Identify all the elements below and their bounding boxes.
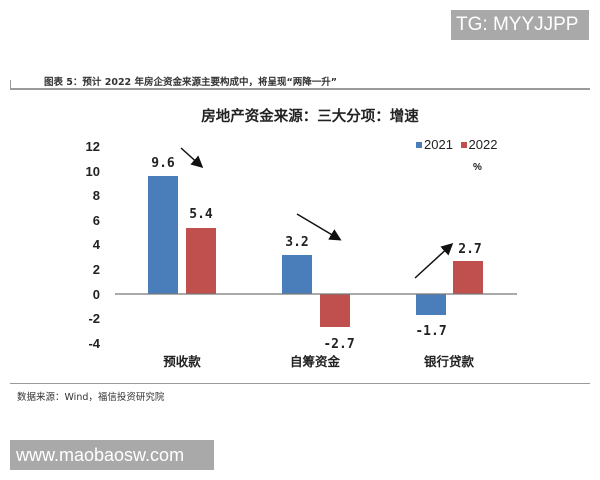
- y-tick: 4: [93, 237, 101, 252]
- caption-rule: [10, 88, 590, 90]
- bar-2022-bankloan: [453, 261, 483, 294]
- y-axis-ticks: 12 10 8 6 4 2 0 -2 -4: [86, 139, 101, 351]
- bar-2021-presale: [148, 176, 178, 294]
- y-tick: -4: [88, 336, 100, 351]
- data-label: 9.6: [151, 156, 175, 171]
- arrow-down-icon: [296, 213, 342, 241]
- legend-label-2022: 2022: [468, 137, 498, 152]
- legend-swatch-2021: [416, 141, 422, 148]
- arrow-down-icon: [180, 147, 204, 169]
- caption-rule-tick: [10, 80, 11, 89]
- bar-2022-presale: [186, 228, 216, 294]
- bar-2021-selfraised: [282, 255, 312, 294]
- legend-item-2021: 2021: [416, 137, 453, 152]
- data-label: -2.7: [323, 337, 354, 352]
- watermark-website: www.maobaosw.com: [10, 440, 214, 470]
- bar-2022-selfraised: [320, 294, 350, 327]
- category-label: 自筹资金: [290, 354, 341, 369]
- source-rule: [10, 383, 590, 384]
- y-tick: 12: [86, 139, 100, 154]
- series-2021-bars: [148, 176, 446, 315]
- y-tick: 0: [93, 287, 100, 302]
- x-axis-categories: 预收款 自筹资金 银行贷款: [163, 354, 474, 369]
- chart-title: 房地产资金来源：三大分项：增速: [201, 108, 419, 125]
- y-tick: 2: [93, 262, 100, 277]
- arrow-up-icon: [414, 242, 454, 279]
- watermark-telegram: TG: MYYJJPP: [451, 10, 589, 40]
- bar-2021-bankloan: [416, 294, 446, 315]
- data-label: 5.4: [189, 207, 213, 222]
- legend-swatch-2022: [460, 141, 467, 148]
- y-tick: 8: [93, 188, 100, 203]
- series-2022-bars: [186, 228, 483, 327]
- legend-item-2022: 2022: [460, 137, 498, 152]
- data-label: 3.2: [285, 235, 308, 250]
- y-tick: 10: [86, 164, 100, 179]
- category-label: 银行贷款: [424, 354, 475, 369]
- figure-caption: 图表 5：预计 2022 年房企资金来源主要构成中，将呈现“两降一升”: [44, 77, 337, 88]
- legend-label-2021: 2021: [424, 137, 453, 152]
- unit-label: %: [473, 162, 482, 173]
- data-label: 2.7: [458, 242, 481, 257]
- category-label: 预收款: [163, 354, 201, 369]
- y-tick: 6: [93, 213, 100, 228]
- data-source: 数据来源：Wind，福信投资研究院: [17, 392, 165, 403]
- data-labels: 9.6 5.4 3.2 -2.7 -1.7 2.7: [151, 156, 481, 352]
- trend-arrows: [180, 147, 454, 279]
- y-tick: -2: [88, 311, 100, 326]
- chart-legend: 2021 2022: [416, 137, 501, 152]
- data-label: -1.7: [415, 324, 446, 339]
